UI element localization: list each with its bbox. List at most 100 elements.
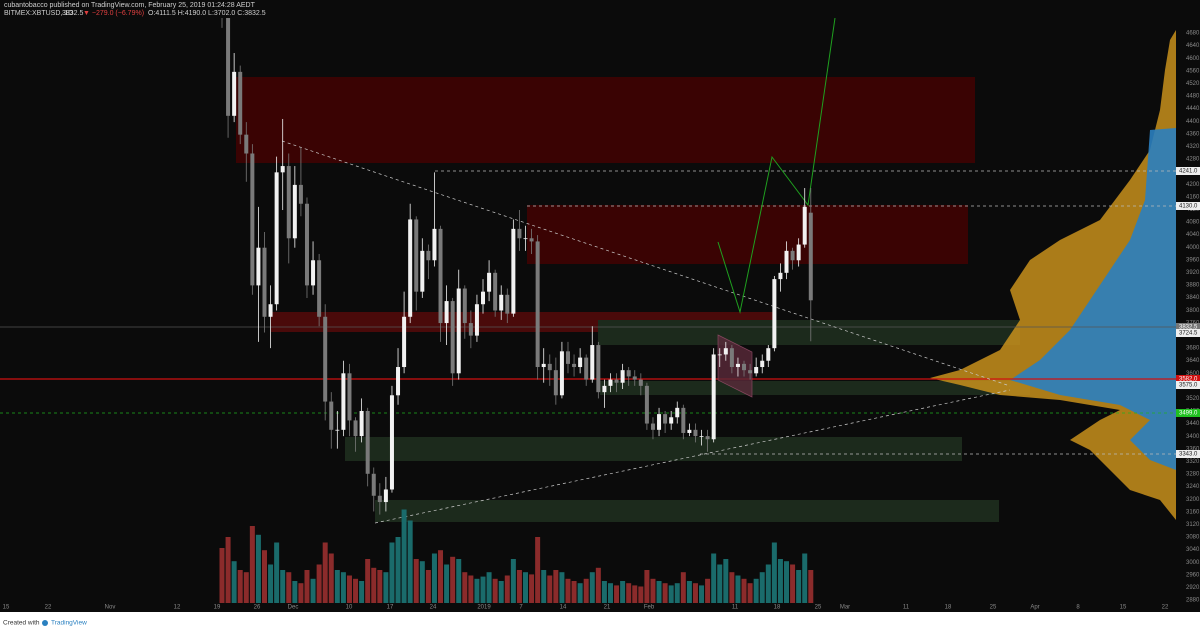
candle-body <box>754 367 759 374</box>
volume-bar <box>353 578 359 603</box>
volume-bar <box>668 585 674 603</box>
price-tag-label: 3832.5 <box>1179 325 1198 331</box>
candle-body <box>675 407 680 418</box>
volume-bar <box>699 585 705 603</box>
time-label: Mar <box>840 605 850 611</box>
time-label: 15 <box>1120 605 1127 611</box>
price-axis <box>1176 0 1200 612</box>
candle-body <box>620 370 625 383</box>
volume-bar <box>498 581 504 603</box>
price-label: 4200.0 <box>1186 182 1200 188</box>
volume-bar <box>589 572 595 603</box>
volume-bar <box>377 570 383 603</box>
volume-bar <box>674 583 680 603</box>
candle-body <box>347 373 352 421</box>
candle-body <box>256 247 261 286</box>
time-axis: 15 22 Nov 12 19 26 Dec 10 17 24 2019 7 14 21 Feb 11 18 25… <box>3 605 1169 611</box>
volume-bar <box>808 570 814 603</box>
candle-body <box>274 172 279 305</box>
candle-body <box>389 395 394 490</box>
time-label: 19 <box>214 605 221 611</box>
candle-body <box>572 363 577 368</box>
price-label: 2920.0 <box>1186 585 1200 591</box>
candle-body <box>262 247 267 317</box>
candle-body <box>784 250 789 273</box>
candle-body <box>481 291 486 305</box>
time-label: 11 <box>903 605 910 611</box>
candle-body <box>608 379 613 386</box>
price-label: 3240.0 <box>1186 484 1200 490</box>
candle-body <box>699 436 704 437</box>
volume-bar <box>535 537 541 603</box>
candle-body <box>547 363 552 371</box>
volume-bar <box>747 583 753 603</box>
candle-body <box>584 357 589 380</box>
candle-body <box>778 272 783 280</box>
time-label: 25 <box>990 605 997 611</box>
volume-bar <box>316 564 322 603</box>
candle-body <box>517 228 522 239</box>
volume-bar <box>553 570 559 603</box>
candle-body <box>742 363 747 371</box>
price-tag-label: 3575.0 <box>1179 383 1198 389</box>
candle-body <box>511 228 516 314</box>
price-label: 4600.0 <box>1186 56 1200 62</box>
time-label: 26 <box>254 605 261 611</box>
volume-bar <box>765 564 771 603</box>
candle-body <box>365 410 370 474</box>
volume-bar <box>510 559 516 603</box>
candle-body <box>650 423 655 430</box>
projection-path <box>717 18 836 314</box>
price-label: 4400.0 <box>1186 119 1200 125</box>
volume-bar <box>474 578 480 603</box>
price-tag-label: 3343.0 <box>1179 452 1198 458</box>
time-label: 2019 <box>477 605 491 611</box>
last-price: 3832.5 <box>62 10 84 17</box>
candle-body <box>408 219 413 317</box>
candle-body <box>304 203 309 286</box>
volume-bar <box>425 570 431 603</box>
price-label: 4680.0 <box>1186 31 1200 37</box>
volume-bar <box>644 570 650 603</box>
candle-body <box>450 301 455 374</box>
candle-body <box>693 429 698 437</box>
volume-bar <box>286 572 292 603</box>
created-with: Created with <box>3 620 40 627</box>
volume-bar <box>346 575 352 603</box>
volume-bar <box>456 559 462 603</box>
price-label: 3520.0 <box>1186 396 1200 402</box>
candle-body <box>432 228 437 261</box>
candle-body <box>578 357 583 368</box>
volume-bar <box>565 578 571 603</box>
candle-body <box>383 489 388 503</box>
candle-body <box>323 316 328 402</box>
candle-body <box>748 370 753 374</box>
volume-bar <box>322 542 328 603</box>
volume-bar <box>735 575 741 603</box>
volume-bar <box>431 553 437 603</box>
candle-body <box>414 219 419 292</box>
candle-body <box>735 363 740 368</box>
candle-body <box>468 323 473 336</box>
volume-bar <box>607 583 613 603</box>
volume-bar <box>274 542 280 603</box>
volume-bar <box>401 509 407 603</box>
time-label: 25 <box>815 605 822 611</box>
candle-body <box>335 429 340 431</box>
candle-body <box>420 250 425 292</box>
candle-body <box>553 370 558 396</box>
volume-bar <box>723 559 729 603</box>
volume-bar <box>328 553 334 603</box>
price-tag-label: 4130.0 <box>1179 204 1198 210</box>
price-label: 2880.0 <box>1186 598 1200 604</box>
candle-body <box>705 436 710 440</box>
candle-body <box>559 351 564 396</box>
candle-body <box>353 420 358 437</box>
candle-body <box>663 414 668 424</box>
candle-body <box>669 417 674 424</box>
price-label: 4520.0 <box>1186 81 1200 87</box>
volume-bar <box>407 520 413 603</box>
brand[interactable]: TradingView <box>51 620 87 627</box>
price-label: 3360.0 <box>1186 446 1200 452</box>
